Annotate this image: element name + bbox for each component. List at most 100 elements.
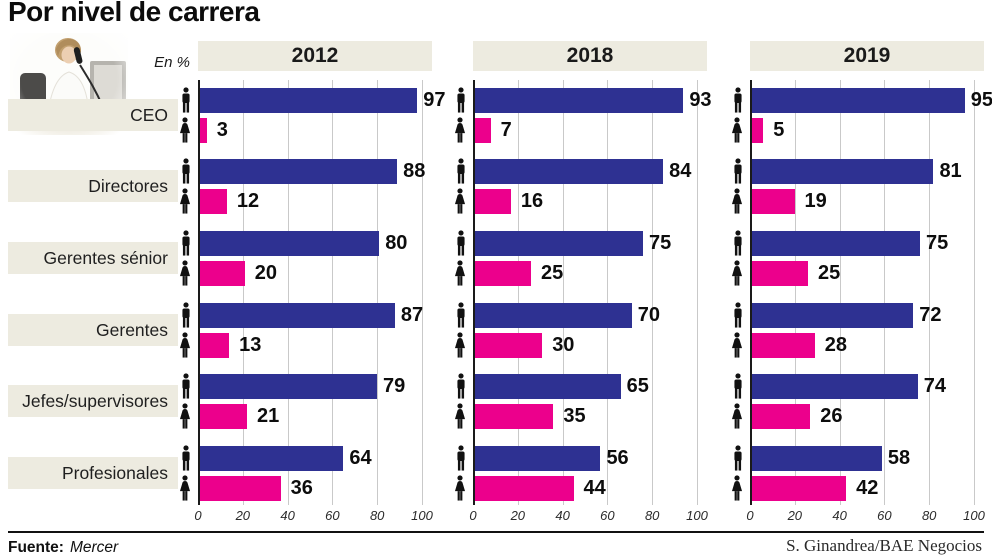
gridline [332,80,334,505]
value-label-female: 44 [583,477,606,499]
bar-female [475,118,491,143]
axis-tick-label: 100 [411,508,433,523]
gridline [929,80,931,505]
value-label-male: 74 [923,375,946,397]
value-label-female: 28 [824,334,847,356]
axis-tick-label: 20 [235,508,251,523]
male-icon [178,302,194,330]
value-label-female: 20 [254,262,278,284]
source-note: Fuente: Mercer [8,539,118,557]
bar-female [752,476,847,501]
bar-male [752,446,882,471]
male-icon [453,158,469,186]
male-icon [178,445,194,473]
male-icon [178,158,194,186]
bar-female [752,189,795,214]
bar-male [200,231,380,256]
value-label-male: 81 [939,160,962,182]
value-label-female: 42 [856,477,879,499]
value-label-female: 12 [236,190,260,212]
male-icon [178,230,194,258]
female-icon [452,260,468,288]
bar-female [200,189,227,214]
panel-header-year: 2019 [750,41,984,71]
panel-header-year: 2012 [198,41,432,71]
bar-male [475,303,632,328]
value-label-female: 7 [500,119,512,141]
value-label-male: 93 [689,89,712,111]
value-label-male: 95 [970,89,992,111]
male-icon [453,445,469,473]
gridline [697,80,698,505]
value-label-male: 70 [637,304,661,326]
value-label-female: 3 [216,119,228,141]
gridline [794,80,796,505]
bar-male [475,231,643,256]
axis-line [473,80,475,505]
value-label-female: 21 [257,405,280,427]
gridline [884,80,886,505]
axis-tick-label: 80 [921,508,937,523]
value-label-female: 25 [818,262,841,284]
female-icon [729,475,745,503]
axis-tick-label: 100 [963,508,985,523]
page-title: Por nivel de carrera [8,0,260,27]
bar-male [475,88,684,113]
value-label-male: 65 [626,375,649,397]
unit-label: En % [154,54,190,71]
category-label: Jefes/supervisores [8,385,178,417]
female-icon [177,332,193,360]
value-label-male: 64 [349,447,372,469]
axis-tick-label: 60 [325,508,340,523]
male-icon [178,87,194,115]
gridline [377,80,379,505]
value-label-male: 75 [926,232,949,254]
category-label: CEO [8,99,178,131]
bar-female [475,333,543,358]
female-icon [177,188,193,216]
gridline [839,80,841,505]
female-icon [177,117,193,145]
axis-tick-label: 60 [877,508,892,523]
female-icon [729,188,745,216]
bar-male [200,159,398,184]
female-icon [452,188,468,216]
axis-tick-label: 40 [555,508,570,523]
category-label: Profesionales [8,457,178,489]
bar-male [475,159,664,184]
value-label-male: 58 [887,447,911,469]
credit-note: S. Ginandrea/BAE Negocios [786,536,982,555]
bar-female [752,261,808,286]
source-label: Fuente: [8,539,64,556]
axis-tick-label: 40 [280,508,295,523]
bar-female [475,476,574,501]
value-label-male: 84 [669,160,692,182]
value-label-female: 26 [820,405,843,427]
bar-female [475,404,554,429]
axis-tick-label: 20 [787,508,803,523]
gridline [562,80,564,505]
bar-female [200,404,248,429]
bar-male [752,303,914,328]
axis-tick-label: 80 [369,508,385,523]
value-label-male: 80 [385,232,408,254]
female-icon [177,260,193,288]
bar-female [752,333,815,358]
bar-male [475,446,601,471]
gridline [422,80,423,505]
axis-tick-label: 0 [194,508,202,523]
male-icon [730,373,746,401]
value-label-male: 56 [606,447,629,469]
female-icon [729,117,745,145]
axis-tick-label: 0 [469,508,477,523]
axis-line [750,80,752,505]
female-icon [729,403,745,431]
male-icon [453,373,469,401]
category-label: Directores [8,170,178,202]
value-label-male: 97 [423,89,446,111]
gridline [242,80,244,505]
value-label-male: 75 [649,232,672,254]
male-icon [730,445,746,473]
male-icon [730,158,746,186]
male-icon [730,87,746,115]
